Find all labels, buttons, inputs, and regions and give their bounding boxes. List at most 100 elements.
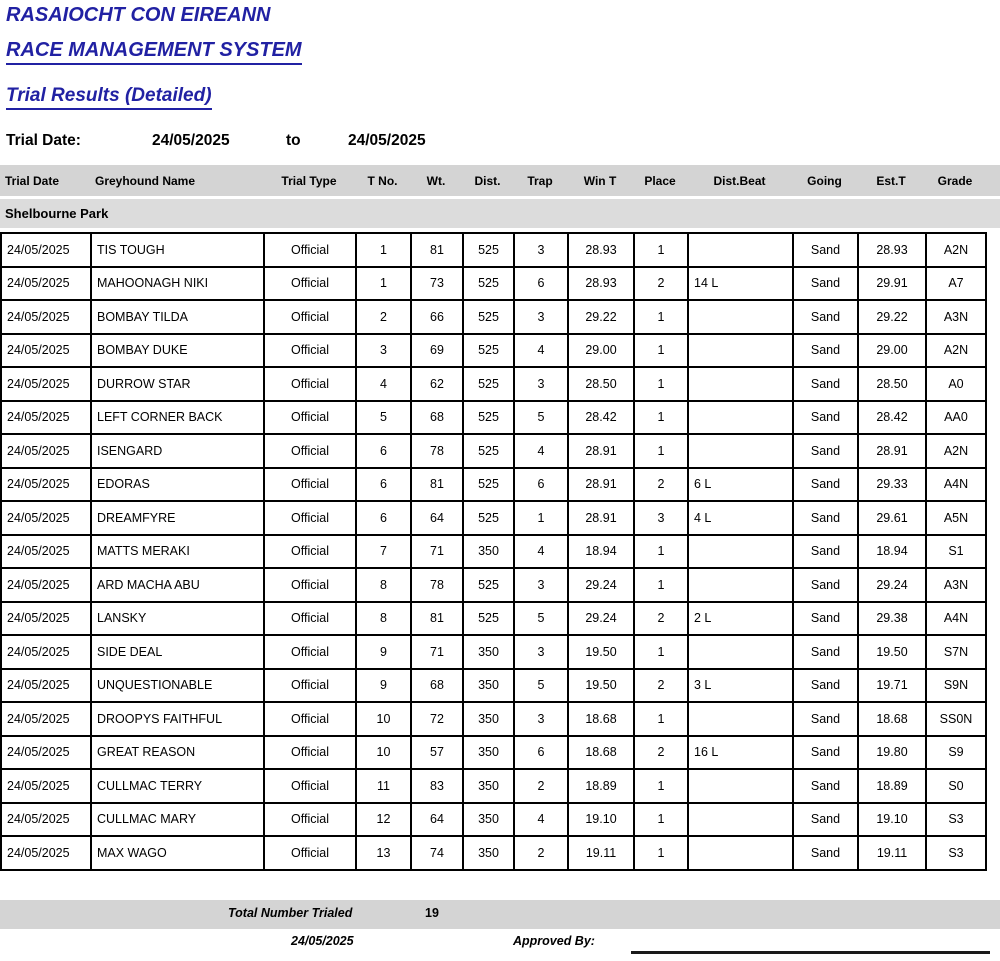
cell-greyhound-name: MATTS MERAKI bbox=[90, 533, 265, 569]
cell-dist: 525 bbox=[462, 600, 515, 636]
cell-est-t: 28.93 bbox=[857, 232, 927, 268]
cell-win-t: 28.93 bbox=[567, 232, 635, 268]
cell-greyhound-name: SIDE DEAL bbox=[90, 634, 265, 670]
cell-t-no: 6 bbox=[355, 466, 412, 502]
cell-dist: 525 bbox=[462, 265, 515, 301]
cell-wt: 72 bbox=[410, 701, 464, 737]
cell-wt: 64 bbox=[410, 801, 464, 837]
cell-going: Sand bbox=[792, 734, 859, 770]
trial-date-from: 24/05/2025 bbox=[152, 132, 230, 149]
cell-t-no: 1 bbox=[355, 265, 412, 301]
cell-trap: 3 bbox=[513, 701, 569, 737]
cell-t-no: 9 bbox=[355, 634, 412, 670]
cell-win-t: 29.00 bbox=[567, 332, 635, 368]
cell-dist-beat bbox=[687, 801, 794, 837]
table-row: 24/05/2025 TIS TOUGH Official 1 81 525 3 28.93 1… bbox=[0, 232, 987, 268]
cell-going: Sand bbox=[792, 433, 859, 469]
cell-trap: 3 bbox=[513, 634, 569, 670]
cell-grade: S9 bbox=[925, 734, 987, 770]
system-title: RACE MANAGEMENT SYSTEM bbox=[6, 39, 302, 65]
cell-dist-beat bbox=[687, 701, 794, 737]
column-header-going: Going bbox=[807, 173, 842, 188]
cell-greyhound-name: MAX WAGO bbox=[90, 835, 265, 871]
cell-t-no: 7 bbox=[355, 533, 412, 569]
table-column-header-band: Trial Date Greyhound Name Trial Type T No. W… bbox=[0, 165, 1000, 196]
cell-grade: SS0N bbox=[925, 701, 987, 737]
cell-win-t: 19.11 bbox=[567, 835, 635, 871]
cell-win-t: 19.10 bbox=[567, 801, 635, 837]
cell-trial-date: 24/05/2025 bbox=[0, 567, 92, 603]
cell-trap: 3 bbox=[513, 299, 569, 335]
table-row: 24/05/2025 MATTS MERAKI Official 7 71 350 4 18.… bbox=[0, 533, 987, 569]
results-table: 24/05/2025 TIS TOUGH Official 1 81 525 3 28.93 1… bbox=[0, 232, 987, 871]
cell-est-t: 29.00 bbox=[857, 332, 927, 368]
cell-going: Sand bbox=[792, 466, 859, 502]
cell-trial-type: Official bbox=[263, 299, 357, 335]
total-trialed-value: 19 bbox=[425, 906, 439, 920]
cell-win-t: 19.50 bbox=[567, 667, 635, 703]
cell-est-t: 19.11 bbox=[857, 835, 927, 871]
cell-win-t: 18.68 bbox=[567, 701, 635, 737]
cell-wt: 71 bbox=[410, 634, 464, 670]
org-title: RASAIOCHT CON EIREANN bbox=[6, 4, 271, 26]
footer-approval-row: 24/05/2025 Approved By: bbox=[0, 934, 1000, 958]
cell-trap: 3 bbox=[513, 567, 569, 603]
table-row: 24/05/2025 SIDE DEAL Official 9 71 350 3 19.50 1… bbox=[0, 634, 987, 670]
cell-win-t: 18.68 bbox=[567, 734, 635, 770]
cell-dist-beat: 14 L bbox=[687, 265, 794, 301]
table-row: 24/05/2025 LEFT CORNER BACK Official 5 68 525… bbox=[0, 399, 987, 435]
cell-going: Sand bbox=[792, 667, 859, 703]
cell-dist: 525 bbox=[462, 466, 515, 502]
cell-est-t: 19.80 bbox=[857, 734, 927, 770]
cell-trial-type: Official bbox=[263, 667, 357, 703]
cell-trap: 3 bbox=[513, 366, 569, 402]
cell-t-no: 13 bbox=[355, 835, 412, 871]
cell-grade: A2N bbox=[925, 232, 987, 268]
cell-est-t: 29.22 bbox=[857, 299, 927, 335]
cell-place: 1 bbox=[633, 232, 689, 268]
cell-t-no: 6 bbox=[355, 500, 412, 536]
cell-greyhound-name: LEFT CORNER BACK bbox=[90, 399, 265, 435]
cell-est-t: 29.91 bbox=[857, 265, 927, 301]
cell-place: 2 bbox=[633, 265, 689, 301]
cell-place: 1 bbox=[633, 366, 689, 402]
cell-place: 1 bbox=[633, 768, 689, 804]
cell-trial-date: 24/05/2025 bbox=[0, 801, 92, 837]
report-footer-date: 24/05/2025 bbox=[291, 934, 354, 948]
cell-wt: 62 bbox=[410, 366, 464, 402]
cell-trial-date: 24/05/2025 bbox=[0, 466, 92, 502]
cell-trap: 6 bbox=[513, 265, 569, 301]
column-header-trial-date: Trial Date bbox=[5, 173, 60, 188]
cell-t-no: 4 bbox=[355, 366, 412, 402]
cell-going: Sand bbox=[792, 567, 859, 603]
column-header-dist-beat: Dist.Beat bbox=[713, 173, 766, 188]
cell-est-t: 29.38 bbox=[857, 600, 927, 636]
table-row: 24/05/2025 DREAMFYRE Official 6 64 525 1 28.91 3… bbox=[0, 500, 987, 536]
cell-trap: 6 bbox=[513, 466, 569, 502]
cell-wt: 81 bbox=[410, 600, 464, 636]
cell-dist: 525 bbox=[462, 433, 515, 469]
cell-trial-date: 24/05/2025 bbox=[0, 701, 92, 737]
cell-grade: A5N bbox=[925, 500, 987, 536]
cell-trial-type: Official bbox=[263, 232, 357, 268]
cell-dist: 350 bbox=[462, 701, 515, 737]
cell-dist: 350 bbox=[462, 533, 515, 569]
approved-by-label: Approved By: bbox=[513, 934, 595, 948]
cell-dist-beat bbox=[687, 332, 794, 368]
cell-est-t: 28.91 bbox=[857, 433, 927, 469]
cell-t-no: 2 bbox=[355, 299, 412, 335]
cell-win-t: 19.50 bbox=[567, 634, 635, 670]
cell-trap: 5 bbox=[513, 399, 569, 435]
cell-grade: A2N bbox=[925, 332, 987, 368]
cell-trial-type: Official bbox=[263, 399, 357, 435]
cell-est-t: 18.89 bbox=[857, 768, 927, 804]
cell-dist: 525 bbox=[462, 332, 515, 368]
cell-dist-beat bbox=[687, 634, 794, 670]
cell-grade: A0 bbox=[925, 366, 987, 402]
cell-dist-beat bbox=[687, 768, 794, 804]
cell-grade: A3N bbox=[925, 299, 987, 335]
cell-going: Sand bbox=[792, 265, 859, 301]
cell-dist-beat: 16 L bbox=[687, 734, 794, 770]
cell-greyhound-name: BOMBAY TILDA bbox=[90, 299, 265, 335]
cell-going: Sand bbox=[792, 332, 859, 368]
